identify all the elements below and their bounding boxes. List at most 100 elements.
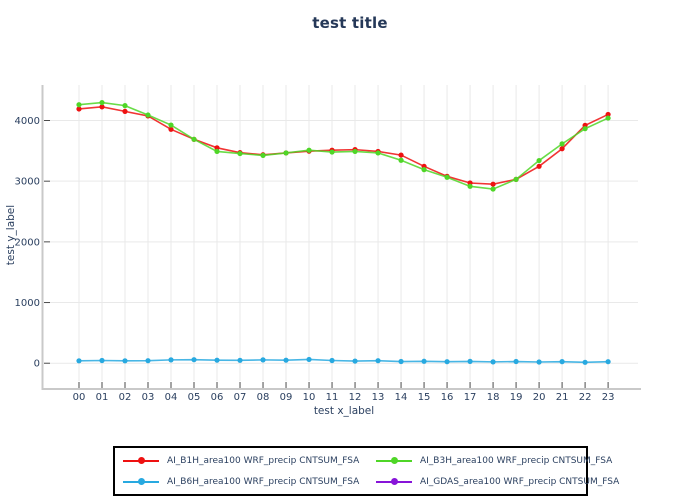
data-point-marker <box>283 357 289 363</box>
data-point-marker <box>145 112 151 118</box>
y-axis-label: test y_label <box>5 205 17 265</box>
x-tick-label: 02 <box>119 392 132 403</box>
data-point-marker <box>122 103 128 109</box>
series-line <box>78 358 609 364</box>
data-point-marker <box>444 359 450 365</box>
data-point-marker <box>76 102 82 108</box>
x-tick-label: 04 <box>165 392 178 403</box>
x-tick-label: 14 <box>395 392 408 403</box>
data-point-marker <box>536 157 542 164</box>
x-tick-label: 18 <box>487 392 500 403</box>
data-point-marker <box>260 357 266 363</box>
data-point-marker <box>467 358 473 365</box>
x-tick-label: 23 <box>602 392 615 403</box>
data-point-marker <box>605 359 611 365</box>
y-tick-label: 2000 <box>15 237 40 248</box>
data-point-marker <box>99 99 105 106</box>
x-tick-label: 05 <box>188 392 201 403</box>
legend-line-marker-blue <box>123 477 159 486</box>
y-tick-label: 1000 <box>15 298 40 309</box>
legend: AI_B1H_area100 WRF_precip CNTSUM_FSA AI_… <box>113 446 619 496</box>
data-point-marker <box>306 356 312 363</box>
data-point-marker <box>168 126 174 132</box>
x-tick-label: 12 <box>349 392 362 403</box>
data-point-marker <box>76 106 82 112</box>
data-point-marker <box>536 359 542 365</box>
data-point-marker <box>122 358 128 364</box>
data-point-marker <box>329 149 335 155</box>
x-tick-label: 17 <box>464 392 477 403</box>
axis-lines <box>41 85 641 390</box>
data-point-marker <box>99 104 105 110</box>
data-point-marker <box>306 147 312 153</box>
data-point-marker <box>145 358 151 364</box>
data-point-marker <box>260 152 266 158</box>
data-point-marker <box>421 358 427 364</box>
data-point-marker <box>467 183 473 189</box>
chart-title: test title <box>312 14 388 32</box>
data-point-marker <box>398 157 404 163</box>
x-tick-label: 01 <box>96 392 109 403</box>
data-point-marker <box>237 150 243 157</box>
data-point-marker <box>375 358 381 364</box>
data-point-marker <box>375 150 381 156</box>
x-tick-label: 06 <box>211 392 224 403</box>
data-point-marker <box>421 167 427 173</box>
data-point-marker <box>191 357 197 363</box>
tick-marks <box>44 119 609 388</box>
legend-label: AI_B6H_area100 WRF_precip CNTSUM_FSA <box>167 476 360 487</box>
data-point-marker <box>99 357 105 364</box>
data-point-marker <box>513 176 519 182</box>
data-point-marker <box>490 181 496 187</box>
legend-item-b6h: AI_B6H_area100 WRF_precip CNTSUM_FSA <box>121 473 374 491</box>
data-point-marker <box>582 126 588 132</box>
x-tick-label: 10 <box>303 392 316 403</box>
data-point-marker <box>352 358 358 364</box>
x-axis-label: test x_label <box>314 405 374 417</box>
data-point-marker <box>536 163 542 169</box>
tick-labels: 00 01 02 03 04 05 06 07 08 09 10 11 12 13 14 15 16 17 18 19… <box>15 116 615 403</box>
x-tick-label: 07 <box>234 392 247 403</box>
legend-label: AI_B3H_area100 WRF_precip CNTSUM_FSA <box>420 455 613 466</box>
x-tick-label: 20 <box>533 392 546 403</box>
data-point-marker <box>605 115 611 121</box>
x-tick-label: 16 <box>441 392 454 403</box>
data-point-marker <box>559 359 565 365</box>
y-tick-label: 0 <box>34 359 40 370</box>
x-tick-label: 00 <box>73 392 86 403</box>
x-tick-label: 19 <box>510 392 523 403</box>
data-point-marker <box>283 150 289 156</box>
x-tick-label: 09 <box>280 392 293 403</box>
legend-line-marker-green <box>376 456 412 465</box>
data-point-marker <box>605 111 611 118</box>
data-point-marker <box>214 148 220 155</box>
x-tick-label: 11 <box>326 392 339 403</box>
data-point-marker <box>559 146 565 152</box>
x-tick-label: 22 <box>579 392 592 403</box>
series-line <box>78 101 609 190</box>
data-point-marker <box>513 358 519 365</box>
legend-item-b1h: AI_B1H_area100 WRF_precip CNTSUM_FSA <box>121 452 374 470</box>
x-tick-label: 03 <box>142 392 155 403</box>
data-point-marker <box>214 357 220 363</box>
y-tick-label: 3000 <box>15 177 40 188</box>
series-line <box>78 106 609 186</box>
legend-item-gdas: AI_GDAS_area100 WRF_precip CNTSUM_FSA <box>374 473 619 491</box>
data-series <box>76 99 611 365</box>
plot-area: 00 01 02 03 04 05 06 07 08 09 10 11 12 13 14 15 16 17 18 19… <box>5 85 641 417</box>
x-tick-label: 13 <box>372 392 385 403</box>
data-point-marker <box>122 108 128 114</box>
legend-line-marker-red <box>123 456 159 465</box>
data-point-marker <box>490 186 496 192</box>
x-tick-label: 15 <box>418 392 431 403</box>
data-point-marker <box>168 357 174 363</box>
legend-label: AI_B1H_area100 WRF_precip CNTSUM_FSA <box>167 455 360 466</box>
legend-item-b3h: AI_B3H_area100 WRF_precip CNTSUM_FSA <box>374 452 619 470</box>
x-tick-label: 21 <box>556 392 569 403</box>
data-point-marker <box>398 358 404 365</box>
legend-line-marker-purple <box>376 477 412 486</box>
data-point-marker <box>398 152 404 158</box>
data-point-marker <box>76 358 82 364</box>
gridlines <box>50 85 638 381</box>
